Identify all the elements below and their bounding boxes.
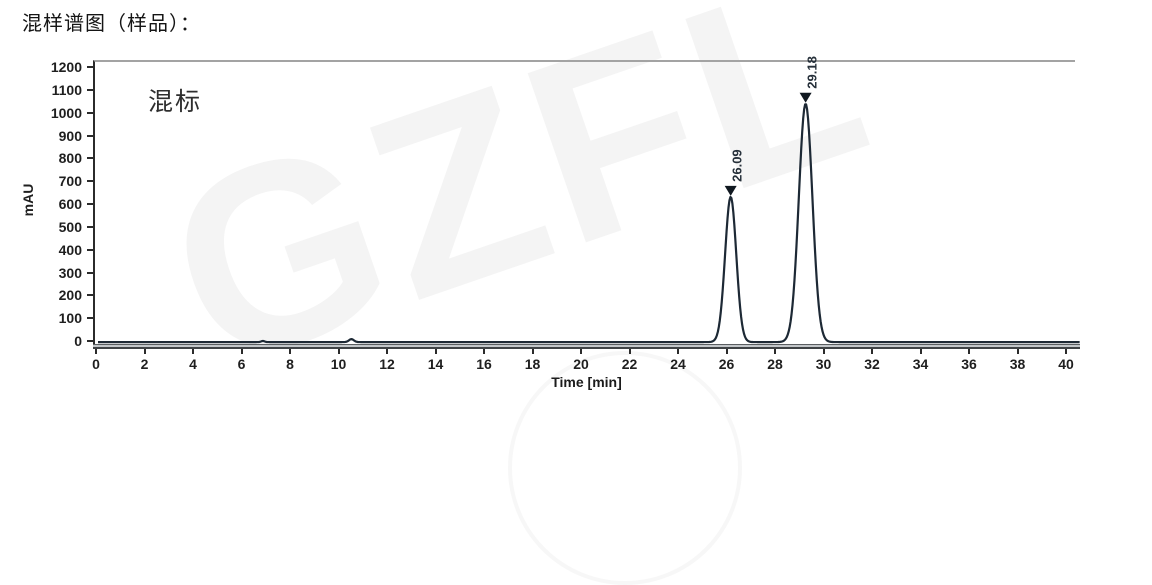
y-tick-mark — [87, 134, 93, 137]
y-tick-label: 300 — [58, 264, 82, 281]
peak-retention-time-label: 26.09 — [730, 149, 745, 182]
y-tick-mark — [87, 66, 93, 68]
x-tick-mark — [434, 349, 437, 354]
y-axis-label: mAU — [20, 183, 36, 217]
x-tick-label: 26 — [718, 356, 735, 372]
plot-area: 26.09 29.18 混标 — [93, 56, 1080, 344]
x-tick-mark — [677, 349, 679, 354]
page-title: 混样谱图（样品）： — [22, 13, 201, 35]
y-tick-label: 900 — [58, 127, 82, 144]
peak-apex-marker — [724, 185, 737, 196]
x-tick-mark — [725, 349, 728, 354]
y-tick-mark — [87, 248, 93, 251]
y-tick-mark — [87, 88, 93, 91]
y-tick-mark — [87, 340, 93, 342]
y-tick-label: 1100 — [51, 81, 82, 98]
y-tick-label: 800 — [58, 150, 82, 167]
x-tick-label: 4 — [189, 356, 197, 372]
y-tick-mark — [87, 317, 93, 320]
y-tick-label: 1000 — [50, 104, 82, 121]
y-tick-mark — [87, 111, 93, 114]
y-tick-label: 200 — [58, 287, 82, 304]
x-tick-label: 16 — [476, 356, 492, 372]
x-tick-label: 18 — [524, 356, 541, 372]
x-tick-mark — [289, 349, 291, 354]
x-tick-label: 2 — [140, 356, 149, 372]
x-tick-mark — [628, 349, 631, 354]
x-tick-label: 28 — [767, 356, 783, 372]
x-tick-mark — [919, 349, 922, 354]
x-tick-mark — [531, 349, 534, 354]
sample-annotation: 混标 — [148, 88, 203, 116]
x-tick-mark — [580, 349, 582, 354]
x-axis-line — [93, 344, 1080, 349]
x-tick-label: 14 — [427, 356, 444, 372]
x-tick-mark — [143, 349, 146, 354]
x-tick-label: 8 — [286, 356, 294, 372]
chromatogram-trace — [97, 103, 1080, 344]
x-tick-label: 34 — [912, 356, 929, 372]
y-tick-mark — [87, 294, 93, 297]
chromatogram-report: 混样谱图（样品）： GZFL 26.09 29.18 混标 0 100 200 300 4… — [20, 0, 1080, 585]
x-tick-mark — [386, 349, 388, 354]
chromatogram-trace-svg: 26.09 29.18 — [97, 56, 1080, 344]
peak-retention-time-label: 29.18 — [805, 56, 820, 89]
y-tick-label: 600 — [58, 196, 82, 212]
x-tick-mark — [822, 349, 825, 354]
x-tick-label: 22 — [621, 356, 638, 372]
x-tick-label: 10 — [330, 356, 347, 372]
x-tick-label: 40 — [1058, 356, 1074, 372]
x-tick-mark — [240, 349, 243, 354]
x-tick-mark — [192, 349, 194, 354]
x-tick-label: 20 — [573, 356, 589, 372]
y-tick-mark — [87, 203, 93, 205]
peak-apex-marker — [799, 92, 812, 103]
x-tick-mark — [337, 349, 340, 354]
x-tick-mark — [1016, 349, 1019, 354]
x-tick-mark — [968, 349, 970, 354]
x-tick-label: 30 — [815, 356, 832, 372]
x-tick-label: 0 — [92, 356, 100, 372]
x-tick-mark — [95, 349, 97, 354]
x-tick-label: 12 — [379, 356, 395, 372]
y-tick-mark — [87, 225, 93, 228]
y-tick-label: 500 — [58, 218, 82, 235]
y-tick-label: 1200 — [50, 59, 82, 75]
x-tick-label: 36 — [961, 356, 977, 372]
x-tick-mark — [1065, 349, 1067, 354]
x-axis-label: Time [min] — [551, 374, 622, 390]
y-tick-mark — [87, 271, 93, 274]
x-tick-label: 6 — [237, 356, 246, 372]
y-tick-mark — [87, 180, 93, 183]
x-tick-label: 38 — [1009, 356, 1026, 372]
y-tick-label: 400 — [58, 241, 82, 258]
x-tick-mark — [483, 349, 485, 354]
y-tick-label: 0 — [74, 333, 82, 349]
x-tick-mark — [774, 349, 776, 354]
x-tick-mark — [871, 349, 873, 354]
y-tick-mark — [87, 157, 93, 160]
x-tick-label: 32 — [864, 356, 880, 372]
y-tick-label: 100 — [58, 310, 82, 327]
x-tick-label: 24 — [670, 356, 686, 372]
y-tick-label: 700 — [58, 173, 82, 190]
